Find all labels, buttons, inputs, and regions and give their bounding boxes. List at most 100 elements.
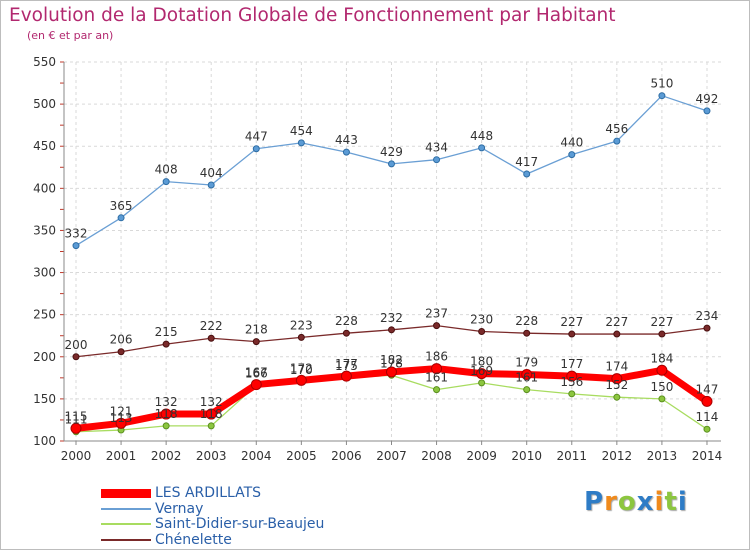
data-point-chenelette: [433, 322, 441, 330]
x-tick-label: 2000: [61, 449, 92, 463]
series-lines: [70, 92, 713, 436]
data-point-les-ardillats: [385, 366, 397, 378]
data-point-vernay: [568, 151, 576, 159]
data-point-les-ardillats: [205, 408, 217, 420]
data-point-vernay: [72, 242, 80, 250]
logo-letter: x: [636, 487, 655, 517]
x-tick-label: 2002: [151, 449, 182, 463]
data-label-saint-didier: 118: [200, 407, 223, 421]
data-point-les-ardillats: [656, 364, 668, 376]
data-label-saint-didier: 111: [65, 413, 88, 427]
data-label-saint-didier: 114: [696, 410, 719, 424]
data-point-les-ardillats: [611, 373, 623, 385]
data-point-saint-didier: [703, 425, 711, 433]
data-label-saint-didier: 152: [605, 378, 628, 392]
y-tick-label: 300: [33, 266, 56, 280]
y-tick-label: 400: [33, 181, 56, 195]
data-point-chenelette: [72, 353, 80, 361]
legend-label-saint-didier: Saint-Didier-sur-Beaujeu: [155, 516, 325, 532]
data-point-vernay: [162, 178, 170, 186]
data-label-vernay: 417: [515, 155, 538, 169]
x-tick-label: 2003: [196, 449, 227, 463]
data-label-chenelette: 234: [696, 309, 719, 323]
legend-label-chenelette: Chénelette: [155, 532, 232, 548]
data-point-chenelette: [568, 330, 576, 338]
data-label-vernay: 456: [605, 122, 628, 136]
data-label-chenelette: 228: [335, 314, 358, 328]
data-label-saint-didier: 175: [335, 359, 358, 373]
data-point-vernay: [387, 160, 395, 168]
y-tick-label: 250: [33, 308, 56, 322]
data-point-vernay: [117, 214, 125, 222]
logo-letter: t: [664, 487, 678, 517]
x-tick-label: 2008: [421, 449, 452, 463]
legend-swatch-vernay: [101, 508, 151, 510]
legend-label-vernay: Vernay: [155, 501, 204, 517]
x-tick-label: 2009: [466, 449, 497, 463]
data-point-saint-didier: [478, 379, 486, 387]
data-label-saint-didier: 161: [425, 371, 448, 385]
data-point-les-ardillats: [250, 379, 262, 391]
logo-letter: i: [654, 487, 665, 517]
data-label-saint-didier: 156: [560, 375, 583, 389]
data-label-saint-didier: 161: [515, 371, 538, 385]
data-label-les-ardillats: 132: [200, 395, 223, 409]
legend-swatch-les-ardillats: [101, 489, 151, 498]
data-point-saint-didier: [433, 386, 441, 394]
data-label-chenelette: 227: [650, 315, 673, 329]
data-point-vernay: [613, 137, 621, 145]
data-label-les-ardillats: 167: [245, 366, 268, 380]
data-label-saint-didier: 178: [380, 356, 403, 370]
legend-swatch-chenelette: [101, 539, 151, 541]
data-label-les-ardillats: 147: [696, 382, 719, 396]
data-label-les-ardillats: 121: [110, 404, 133, 418]
data-label-chenelette: 222: [200, 319, 223, 333]
data-point-chenelette: [252, 338, 260, 346]
x-tick-label: 2001: [106, 449, 137, 463]
data-point-vernay: [478, 144, 486, 152]
data-label-saint-didier: 113: [110, 411, 133, 425]
data-point-vernay: [523, 170, 531, 178]
y-tick-label: 550: [33, 55, 56, 69]
data-point-les-ardillats: [160, 408, 172, 420]
data-point-saint-didier: [207, 422, 215, 430]
data-label-les-ardillats: 177: [560, 357, 583, 371]
data-point-les-ardillats: [476, 368, 488, 380]
data-point-les-ardillats: [340, 370, 352, 382]
chart-title: Evolution de la Dotation Globale de Fonc…: [9, 5, 616, 26]
data-label-vernay: 429: [380, 145, 403, 159]
logo-letter: i: [677, 487, 688, 517]
y-tick-label: 450: [33, 139, 56, 153]
data-label-vernay: 434: [425, 141, 448, 155]
data-label-chenelette: 215: [155, 325, 178, 339]
data-point-les-ardillats: [521, 368, 533, 380]
data-label-vernay: 510: [650, 77, 673, 91]
data-label-vernay: 447: [245, 130, 268, 144]
logo-letter: r: [604, 487, 618, 517]
data-point-chenelette: [523, 329, 531, 337]
data-label-chenelette: 200: [65, 338, 88, 352]
data-label-les-ardillats: 174: [605, 360, 628, 374]
logo-letter: P: [584, 487, 605, 517]
data-label-vernay: 404: [200, 166, 223, 180]
data-label-les-ardillats: 132: [155, 395, 178, 409]
x-tick-label: 2013: [647, 449, 678, 463]
x-tick-label: 2010: [511, 449, 542, 463]
data-label-les-ardillats: 172: [290, 361, 313, 375]
data-label-chenelette: 227: [560, 315, 583, 329]
data-point-chenelette: [478, 328, 486, 336]
y-tick-label: 500: [33, 97, 56, 111]
logo-letter: o: [617, 487, 637, 517]
data-label-saint-didier: 150: [650, 380, 673, 394]
data-label-chenelette: 218: [245, 323, 268, 337]
proxiti-logo: Proxiti: [584, 487, 688, 517]
x-tick-label: 2004: [241, 449, 272, 463]
data-point-chenelette: [613, 330, 621, 338]
chart-subtitle: (en € et par an): [27, 29, 114, 42]
data-point-vernay: [252, 145, 260, 153]
x-tick-label: 2012: [602, 449, 633, 463]
data-label-vernay: 443: [335, 133, 358, 147]
data-label-chenelette: 237: [425, 307, 448, 321]
